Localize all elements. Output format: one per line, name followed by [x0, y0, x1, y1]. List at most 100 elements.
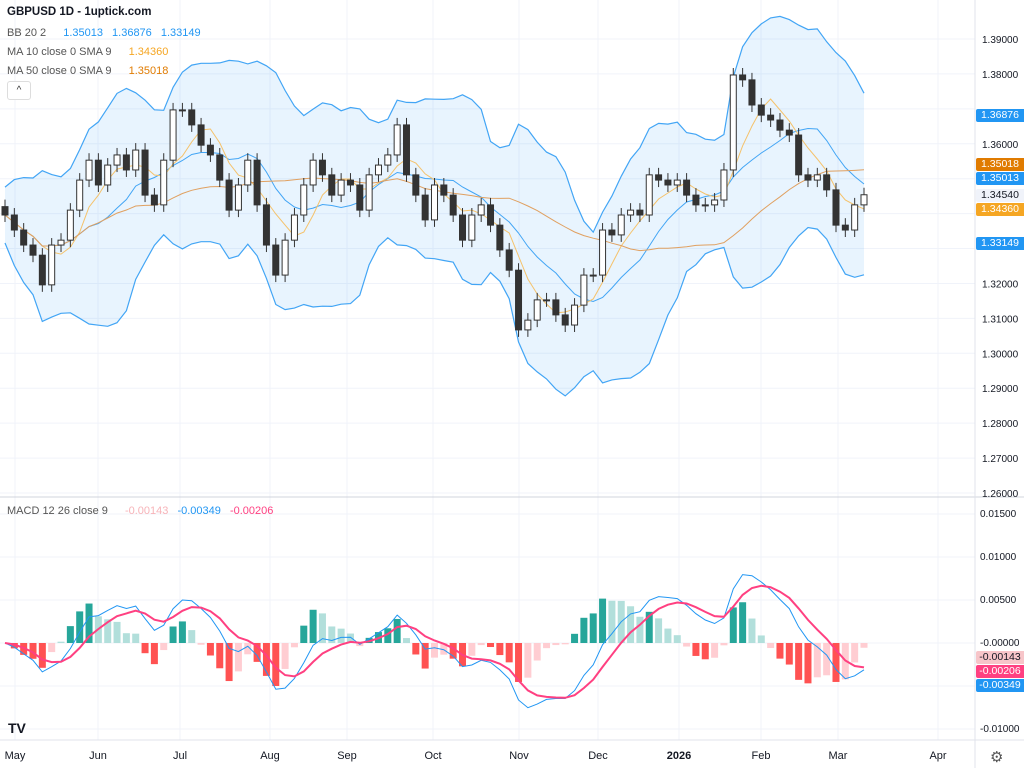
candle-body	[673, 179, 681, 186]
macd-histogram-bar	[421, 643, 429, 669]
candle-body	[813, 174, 821, 181]
price-tick-label: 1.38000	[982, 70, 1019, 81]
candle-body	[132, 149, 140, 171]
candle-body	[318, 159, 326, 176]
macd-tick-label: -0.01000	[980, 724, 1020, 735]
candle-body	[515, 269, 523, 331]
macd-histogram-bar	[767, 643, 775, 649]
macd-histogram-bar	[346, 633, 354, 643]
price-tag: 1.34540	[976, 189, 1024, 202]
macd-histogram-bar	[561, 643, 569, 645]
macd-histogram-bar	[655, 618, 663, 643]
candle-body	[571, 304, 579, 326]
macd-histogram-bar	[169, 626, 177, 643]
candle-body	[692, 194, 700, 206]
price-tag: -0.00349	[976, 679, 1024, 692]
time-axis-label: Apr	[929, 750, 946, 762]
candle-body	[832, 189, 840, 226]
candle-body	[748, 79, 756, 106]
candle-body	[20, 229, 28, 246]
candle-body	[655, 174, 663, 181]
candle-body	[449, 194, 457, 216]
candle-body	[795, 134, 803, 176]
macd-histogram-bar	[524, 643, 532, 678]
candle-body	[290, 214, 298, 241]
candle-body	[346, 179, 354, 186]
candle-body	[589, 274, 597, 277]
macd-histogram-bar	[141, 643, 149, 654]
macd-histogram-bar	[290, 643, 298, 648]
time-axis-label: 2026	[667, 750, 691, 762]
macd-histogram-bar	[711, 643, 719, 658]
legend-ma50: MA 50 close 0 SMA 9 1.35018	[7, 65, 174, 77]
macd-histogram-bar	[178, 621, 186, 643]
macd-histogram-bar	[599, 598, 607, 643]
macd-histogram-bar	[206, 643, 214, 656]
macd-histogram-bar	[477, 643, 485, 646]
candle-body	[533, 299, 541, 321]
macd-histogram-bar	[487, 643, 495, 648]
macd-histogram-bar	[132, 633, 140, 643]
macd-histogram-bar	[57, 641, 65, 643]
candle-body	[617, 214, 625, 236]
candle-body	[543, 299, 551, 302]
time-axis-label: Aug	[260, 750, 280, 762]
candle-body	[823, 174, 831, 191]
candle-body	[711, 199, 719, 206]
macd-histogram-bar	[393, 618, 401, 643]
macd-histogram-bar	[402, 638, 410, 643]
macd-histogram-bar	[244, 643, 252, 655]
time-axis-label: Jul	[173, 750, 187, 762]
candle-body	[169, 109, 177, 161]
candle-body	[94, 159, 102, 186]
candle-body	[599, 229, 607, 276]
macd-histogram-bar	[627, 606, 635, 643]
candle-body	[552, 299, 560, 316]
macd-histogram-bar	[832, 643, 840, 682]
gear-icon[interactable]: ⚙	[990, 749, 1004, 766]
macd-histogram-bar	[262, 643, 270, 676]
time-axis-label: Sep	[337, 750, 357, 762]
ma50-value: 1.35018	[128, 65, 169, 77]
macd-histogram-bar	[804, 643, 812, 684]
candle-body	[85, 159, 93, 181]
price-tag: -0.00143	[976, 651, 1024, 664]
macd-histogram-bar	[533, 643, 541, 661]
macd-histogram-bar	[552, 643, 560, 646]
macd-histogram-bar	[160, 643, 168, 651]
candle-body	[374, 164, 382, 176]
tradingview-logo[interactable]: TV	[8, 720, 26, 736]
macd-histogram-bar	[748, 618, 756, 643]
candle-body	[767, 114, 775, 121]
macd-histogram-bar	[66, 626, 74, 643]
macd-histogram-bar	[720, 643, 728, 646]
macd-histogram-bar	[673, 635, 681, 643]
macd-histogram-bar	[795, 643, 803, 680]
candle-body	[505, 249, 513, 271]
bb-upper-value: 1.36876	[112, 27, 152, 39]
candle-body	[337, 179, 345, 196]
macd-histogram-bar	[860, 643, 868, 648]
candle-body	[627, 209, 635, 216]
macd-histogram-bar	[645, 611, 653, 643]
candle-body	[477, 204, 485, 216]
candle-body	[216, 154, 224, 181]
ma10-label: MA 10 close 0 SMA 9	[7, 46, 112, 58]
candle-body	[804, 174, 812, 181]
candle-body	[860, 194, 868, 206]
candle-body	[580, 274, 588, 306]
macd-histogram-bar	[328, 626, 336, 643]
collapse-legend-button[interactable]: ^	[7, 81, 31, 100]
macd-histogram-bar	[496, 643, 504, 656]
candle-body	[10, 214, 18, 231]
candle-body	[496, 224, 504, 251]
macd-histogram-bar	[440, 643, 448, 655]
candle-body	[402, 124, 410, 176]
candle-body	[141, 149, 149, 196]
candle-body	[384, 154, 392, 166]
candle-body	[328, 174, 336, 196]
macd-histogram-bar	[85, 603, 93, 643]
macd-histogram-bar	[38, 643, 46, 668]
candle-body	[664, 179, 672, 186]
